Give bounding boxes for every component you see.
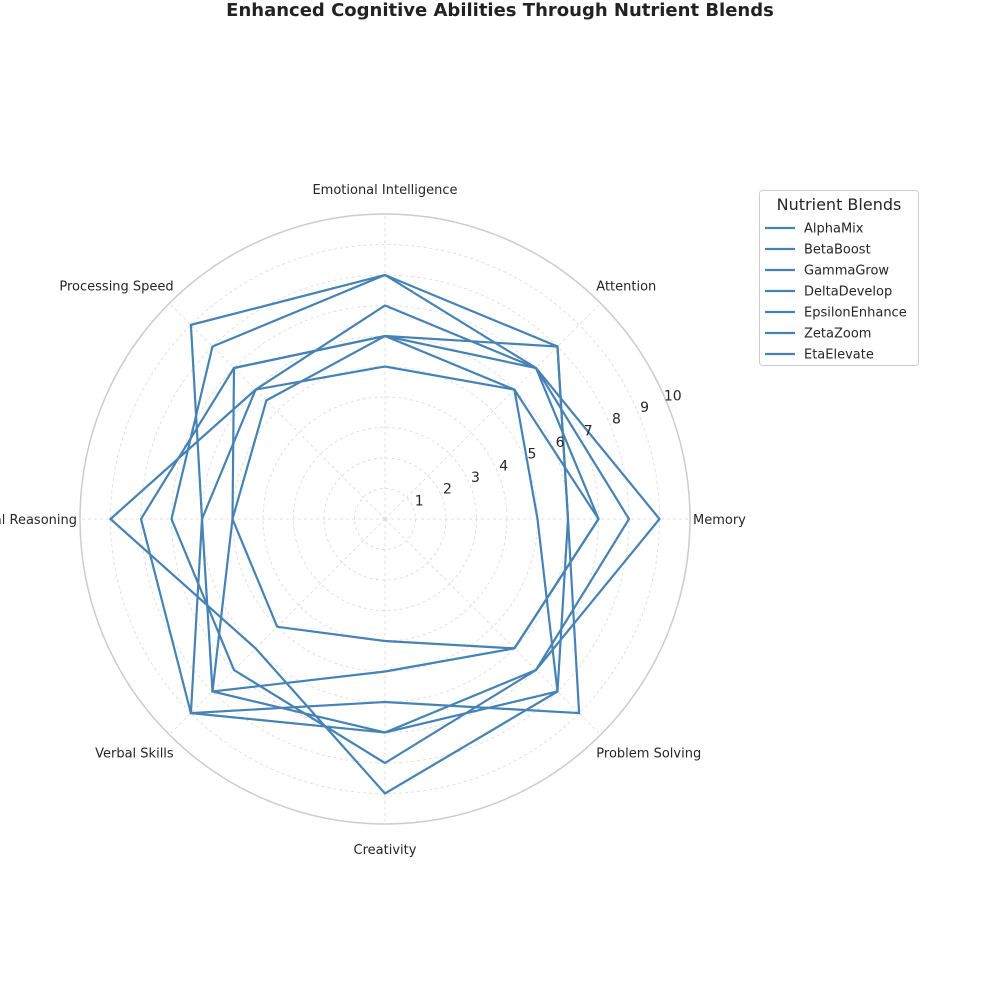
r-tick-5: 5 [527, 447, 536, 463]
r-tick-7: 7 [584, 423, 593, 439]
axis-label-6: Creativity [354, 843, 417, 858]
axis-label-2: Emotional Intelligence [312, 183, 457, 198]
radial-tick-labels: 1 2 3 4 5 6 7 8 9 10 [415, 388, 682, 509]
grid-outer-circle [79, 213, 691, 825]
axis-label-1: Attention [596, 280, 656, 295]
r-tick-3: 3 [471, 470, 480, 486]
r-tick-10: 10 [664, 388, 682, 404]
chart-title: Enhanced Cognitive Abilities Through Nut… [226, 0, 774, 21]
legend-box [759, 190, 919, 366]
legend-title: Nutrient Blends [777, 195, 902, 214]
legend-label-alphamix: AlphaMix [804, 222, 864, 237]
r-tick-4: 4 [499, 458, 508, 474]
legend-label-epsilonenhance: EpsilonEnhance [804, 306, 907, 321]
legend-label-etaelevate: EtaElevate [804, 348, 874, 363]
spoke-1 [384, 303, 601, 520]
spoke-7 [384, 518, 601, 735]
series-etaelevate [211, 334, 600, 693]
r-tick-9: 9 [640, 400, 649, 416]
axis-label-5: Verbal Skills [95, 746, 174, 761]
legend-label-gammagrow: GammaGrow [804, 264, 889, 279]
series-zetazoom [189, 273, 570, 734]
r-tick-6: 6 [556, 435, 565, 451]
axis-labels: Memory Attention Emotional Intelligence Pro… [0, 183, 746, 858]
legend: Nutrient Blends AlphaMix BetaBoost GammaGr… [759, 190, 919, 366]
legend-label-betaboost: BetaBoost [804, 243, 871, 258]
series-deltadevelop [170, 273, 661, 765]
axis-label-3: Processing Speed [59, 280, 173, 295]
legend-label-deltadevelop: DeltaDevelop [804, 285, 892, 300]
r-tick-8: 8 [612, 412, 621, 428]
legend-label-zetazoom: ZetaZoom [804, 327, 871, 342]
axis-label-4: Logical Reasoning [0, 513, 77, 528]
radar-series [108, 273, 661, 795]
spoke-3 [169, 303, 386, 520]
r-tick-2: 2 [443, 482, 452, 498]
axis-label-0: Memory [693, 513, 746, 528]
axis-label-7: Problem Solving [596, 746, 701, 761]
series-gammagrow [139, 334, 581, 715]
r-tick-1: 1 [415, 493, 424, 509]
series-epsilonenhance [108, 365, 559, 795]
